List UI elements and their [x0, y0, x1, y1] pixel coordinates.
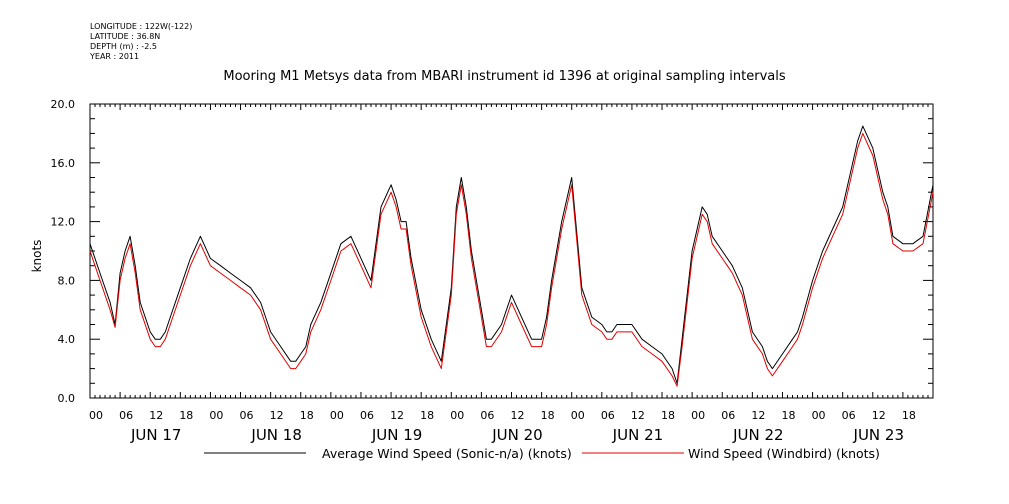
x-hour-label: 12	[511, 409, 525, 422]
latitude-label: LATITUDE : 36.8N	[90, 32, 161, 41]
x-day-label: JUN 21	[612, 426, 663, 444]
y-tick-label: 12.0	[51, 216, 76, 229]
x-hour-label: 18	[179, 409, 193, 422]
y-tick-label: 8.0	[58, 274, 76, 287]
x-hour-label: 12	[270, 409, 284, 422]
x-day-label: JUN 22	[732, 426, 783, 444]
x-hour-label: 12	[149, 409, 163, 422]
x-hour-label: 06	[480, 409, 494, 422]
x-hour-label: 00	[812, 409, 826, 422]
year-label: YEAR : 2011	[90, 52, 140, 61]
series-line-avg	[89, 125, 934, 384]
x-hour-label: 18	[781, 409, 795, 422]
x-hour-label: 00	[571, 409, 585, 422]
y-axis: 0.0 4.0 8.0 12.0 16.0 20.0	[51, 98, 933, 405]
x-hour-label: 06	[360, 409, 374, 422]
depth-label: DEPTH (m) : -2.5	[90, 42, 157, 51]
series-group	[89, 125, 934, 387]
x-hour-label: 18	[902, 409, 916, 422]
y-axis-label: knots	[30, 240, 44, 273]
x-axis: 00 06 12 18 00 06 12 18 00 06 12 18 00 06 12 18 00 06 12 18…	[89, 104, 934, 444]
legend-label-windbird: Wind Speed (Windbird) (knots)	[688, 446, 880, 461]
y-tick-label: 4.0	[58, 333, 76, 346]
x-day-label: JUN 20	[491, 426, 542, 444]
x-hour-label: 00	[330, 409, 344, 422]
longitude-label: LONGITUDE : 122W(-122)	[90, 22, 193, 31]
x-hour-label: 18	[541, 409, 555, 422]
x-hour-label: 00	[209, 409, 223, 422]
legend-label-avg: Average Wind Speed (Sonic-n/a) (knots)	[322, 446, 572, 461]
y-tick-label: 20.0	[51, 98, 76, 111]
x-hour-label: 18	[661, 409, 675, 422]
y-tick-label: 16.0	[51, 157, 76, 170]
x-hour-label: 18	[420, 409, 434, 422]
x-hour-label: 12	[751, 409, 765, 422]
x-hour-label: 06	[842, 409, 856, 422]
x-day-label: JUN 23	[853, 426, 904, 444]
x-hour-label: 00	[450, 409, 464, 422]
x-hour-label: 06	[119, 409, 133, 422]
x-day-label: JUN 19	[371, 426, 422, 444]
x-hour-label: 00	[691, 409, 705, 422]
plot-frame	[89, 103, 934, 399]
x-hour-label: 18	[300, 409, 314, 422]
x-hour-label: 06	[721, 409, 735, 422]
x-hour-label: 12	[631, 409, 645, 422]
x-hour-label: 06	[240, 409, 254, 422]
x-hour-label: 12	[872, 409, 886, 422]
x-day-label: JUN 18	[250, 426, 301, 444]
mooring-metadata: LONGITUDE : 122W(-122) LATITUDE : 36.8N …	[90, 22, 192, 62]
x-hour-label: 00	[89, 409, 103, 422]
x-day-label: JUN 17	[130, 426, 181, 444]
x-hour-label: 12	[390, 409, 404, 422]
y-tick-label: 0.0	[58, 392, 76, 405]
series-line-windbird	[89, 132, 934, 387]
x-hour-label: 06	[601, 409, 615, 422]
chart-title: Mooring M1 Metsys data from MBARI instru…	[223, 69, 786, 84]
